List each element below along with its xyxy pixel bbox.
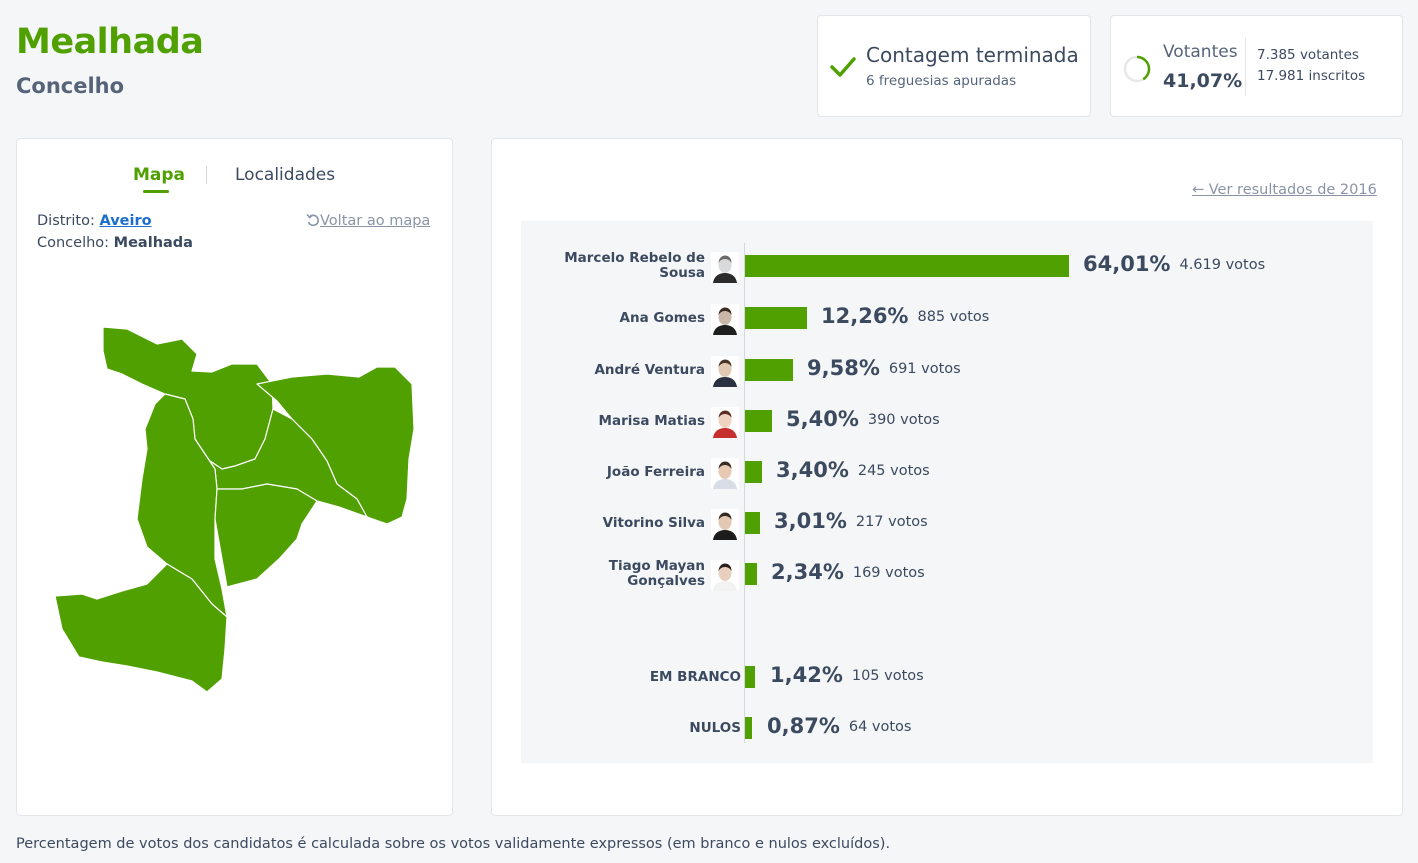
candidate-avatar <box>711 458 739 489</box>
county-value: Mealhada <box>113 235 193 251</box>
special-vote-votes: 105 votos <box>851 668 924 684</box>
candidate-avatar <box>711 560 739 591</box>
candidate-bar <box>745 255 1069 277</box>
results-panel: ← Ver resultados de 2016 Marcelo Rebelo … <box>491 138 1403 816</box>
district-link[interactable]: Aveiro <box>99 213 152 229</box>
turnout-registered: 17.981 inscritos <box>1257 68 1366 84</box>
turnout-voters: 7.385 votantes <box>1257 47 1359 63</box>
candidate-name: Marcelo Rebelo de Sousa <box>564 251 705 281</box>
candidate-name: João Ferreira <box>607 465 705 480</box>
candidate-name-line: Gonçalves <box>627 573 705 589</box>
candidate-percent: 64,01% <box>1083 252 1171 276</box>
count-status-subtitle: 6 freguesias apuradas <box>866 73 1017 89</box>
tab-divider <box>206 166 207 184</box>
candidate-bar <box>745 461 762 483</box>
county-label: Concelho: <box>37 235 110 251</box>
special-vote-bar <box>745 666 755 688</box>
special-vote-votes: 64 votos <box>848 719 912 735</box>
results-chart: Marcelo Rebelo de Sousa 64,01% 4.619 votos A… <box>521 221 1373 763</box>
special-vote-percent: 1,42% <box>770 663 843 687</box>
turnout-percent: 41,07% <box>1163 70 1243 92</box>
turnout-card: Votantes 41,07% 7.385 votantes 17.981 in… <box>1110 15 1403 117</box>
special-vote-name: NULOS <box>689 720 741 736</box>
turnout-label: Votantes <box>1163 42 1238 62</box>
candidate-row: Marisa Matias 5,40% 390 votos <box>521 401 1373 441</box>
candidate-name: Tiago Mayan Gonçalves <box>609 559 705 589</box>
back-to-map-label: Voltar ao mapa <box>320 213 431 229</box>
candidate-percent: 12,26% <box>821 304 909 328</box>
turnout-progress-ring-icon <box>1123 55 1151 83</box>
undo-icon <box>306 213 319 227</box>
candidate-bar <box>745 512 760 534</box>
candidate-name: Marisa Matias <box>599 414 705 429</box>
map-parish-east-central[interactable] <box>214 483 318 588</box>
candidate-votes: 885 votos <box>917 309 990 325</box>
tab-map-active-indicator <box>143 190 169 193</box>
candidate-votes: 691 votos <box>888 361 961 377</box>
tab-map[interactable]: Mapa <box>133 165 186 185</box>
county-line: Concelho: Mealhada <box>37 235 193 251</box>
tab-localidades[interactable]: Localidades <box>235 165 336 185</box>
candidate-votes: 245 votos <box>857 463 930 479</box>
candidate-percent: 3,40% <box>776 458 849 482</box>
district-line: Distrito: Aveiro <box>37 213 152 229</box>
page-title: Mealhada <box>16 22 204 62</box>
district-label: Distrito: <box>37 213 95 229</box>
candidate-name-line: Marcelo Rebelo de <box>564 250 705 266</box>
candidate-avatar <box>711 356 739 387</box>
candidate-name-line: Marisa Matias <box>598 413 705 429</box>
special-vote-bar <box>745 717 752 739</box>
candidate-votes: 169 votos <box>852 565 925 581</box>
candidate-avatar <box>711 509 739 540</box>
turnout-divider <box>1245 38 1246 96</box>
special-vote-row: EM BRANCO 1,42% 105 votos <box>521 657 1373 697</box>
candidate-votes: 217 votos <box>855 514 928 530</box>
candidate-row: Vitorino Silva 3,01% 217 votos <box>521 503 1373 543</box>
candidate-name-line: João Ferreira <box>606 464 705 480</box>
count-status-card: Contagem terminada 6 freguesias apuradas <box>817 15 1091 117</box>
candidate-bar <box>745 410 772 432</box>
candidate-percent: 3,01% <box>774 509 847 533</box>
candidate-row: Ana Gomes 12,26% 885 votos <box>521 298 1373 338</box>
candidate-avatar <box>711 304 739 335</box>
candidate-row: Tiago Mayan Gonçalves 2,34% 169 votos <box>521 554 1373 594</box>
candidate-row: Marcelo Rebelo de Sousa 64,01% 4.619 votos <box>521 246 1373 286</box>
candidate-name: Vitorino Silva <box>603 516 705 531</box>
candidate-votes: 390 votos <box>867 412 940 428</box>
special-vote-percent: 0,87% <box>767 714 840 738</box>
count-status-title: Contagem terminada <box>866 43 1079 67</box>
candidate-name-line: Sousa <box>659 265 705 281</box>
candidate-name-line: Vitorino Silva <box>602 515 705 531</box>
special-vote-row: NULOS 0,87% 64 votos <box>521 708 1373 748</box>
footnote: Percentagem de votos dos candidatos é ca… <box>16 836 891 852</box>
candidate-name-line: André Ventura <box>594 362 705 378</box>
candidate-name-line: Ana Gomes <box>619 310 705 326</box>
page-subtitle: Concelho <box>16 74 125 98</box>
candidate-percent: 2,34% <box>771 560 844 584</box>
candidate-votes: 4.619 votos <box>1179 257 1266 273</box>
candidate-name-line: Tiago Mayan <box>608 558 705 574</box>
candidate-bar <box>745 563 757 585</box>
candidate-bar <box>745 359 793 381</box>
candidate-percent: 9,58% <box>807 356 880 380</box>
parish-map[interactable] <box>17 139 454 817</box>
arrow-left-icon: ← <box>1192 182 1205 198</box>
special-vote-name: EM BRANCO <box>649 669 741 685</box>
candidate-percent: 5,40% <box>786 407 859 431</box>
previous-results-link[interactable]: ← Ver resultados de 2016 <box>1192 182 1377 198</box>
candidate-avatar <box>711 252 739 283</box>
back-to-map-link[interactable]: Voltar ao mapa <box>306 213 430 229</box>
map-panel: Mapa Localidades Distrito: Aveiro Concel… <box>16 138 453 816</box>
candidate-name: André Ventura <box>594 363 705 378</box>
map-parish-south[interactable] <box>54 563 228 693</box>
previous-results-label: Ver resultados de 2016 <box>1208 182 1377 198</box>
candidate-name: Ana Gomes <box>620 311 705 326</box>
chart-axis-line <box>744 243 745 743</box>
check-icon <box>830 57 856 77</box>
candidate-row: André Ventura 9,58% 691 votos <box>521 350 1373 390</box>
candidate-bar <box>745 307 807 329</box>
candidate-avatar <box>711 407 739 438</box>
candidate-row: João Ferreira 3,40% 245 votos <box>521 452 1373 492</box>
